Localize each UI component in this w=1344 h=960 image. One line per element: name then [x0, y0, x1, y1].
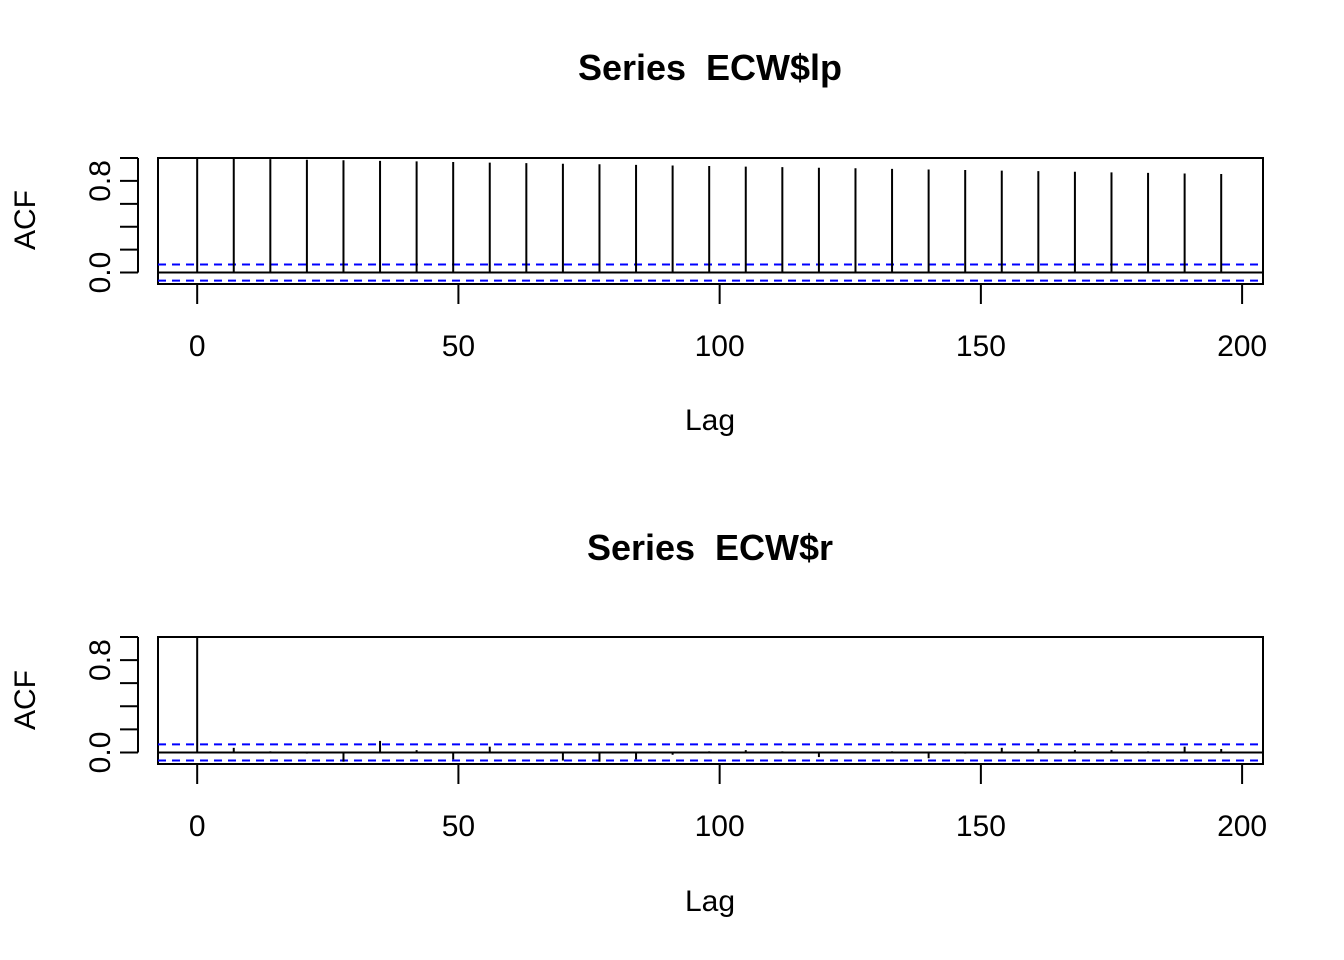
chart-marks: 0 50 100 150 200 0.0 0.8	[84, 157, 1267, 363]
x-tick-label: 50	[442, 810, 475, 843]
chart-title: Series ECW$r	[587, 527, 833, 568]
x-tick-label: 200	[1217, 810, 1267, 843]
chart-marks: 0 50 100 150 200 0.0 0.8	[84, 636, 1267, 843]
y-tick-label: 0.8	[84, 639, 117, 681]
x-tick-label: 100	[695, 330, 745, 363]
x-tick-label: 200	[1217, 330, 1267, 363]
x-tick-label: 100	[695, 810, 745, 843]
x-tick-label: 0	[189, 810, 206, 843]
y-tick-label: 0.8	[84, 160, 117, 202]
x-tick-label: 50	[442, 330, 475, 363]
x-tick-label: 0	[189, 330, 206, 363]
y-axis-label: ACF	[9, 190, 42, 250]
y-axis-label: ACF	[9, 670, 42, 730]
x-tick-label: 150	[956, 330, 1006, 363]
acf-panel-lp: Series ECW$lp Lag ACF 0 50 100 150 200 0.0 0.8	[9, 47, 1267, 437]
acf-panel-r: Series ECW$r Lag ACF 0 50 100 150 200 0.0 0.8	[9, 527, 1267, 918]
y-tick-label: 0.0	[84, 252, 117, 294]
chart-title: Series ECW$lp	[578, 47, 842, 88]
x-axis-label: Lag	[685, 404, 735, 437]
x-axis-label: Lag	[685, 885, 735, 918]
x-tick-label: 150	[956, 810, 1006, 843]
y-tick-label: 0.0	[84, 732, 117, 774]
